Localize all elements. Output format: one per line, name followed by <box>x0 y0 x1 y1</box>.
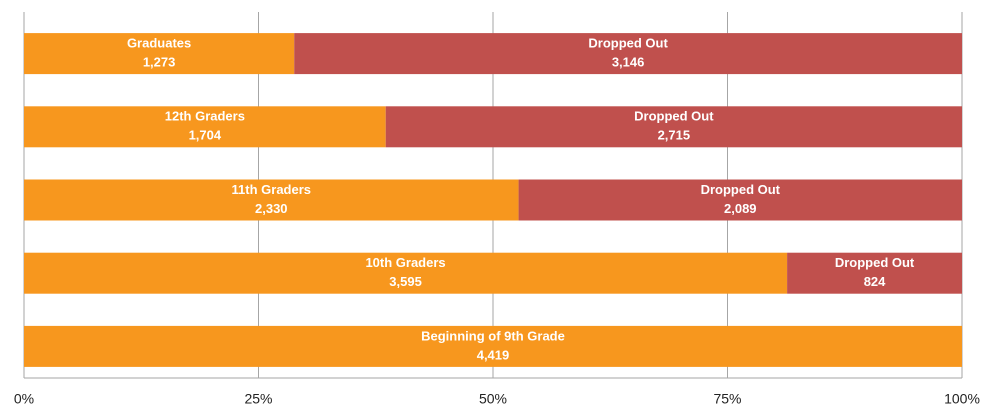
bar-segment <box>385 106 962 148</box>
bar-segment <box>24 106 386 148</box>
x-tick-label: 75% <box>713 391 741 407</box>
bar-segment <box>24 179 519 221</box>
segment-label: 11th Graders <box>232 182 312 197</box>
x-tick-label: 50% <box>479 391 507 407</box>
value-label: 4,419 <box>477 347 510 362</box>
value-label: 3,146 <box>612 55 645 70</box>
value-label: 3,595 <box>389 274 422 289</box>
segment-label: Dropped Out <box>701 182 781 197</box>
x-tick-label: 100% <box>944 391 980 407</box>
value-label: 2,715 <box>658 128 691 143</box>
segment-label: Beginning of 9th Grade <box>421 328 565 343</box>
bar-segment <box>294 33 962 75</box>
segment-label: 10th Graders <box>365 255 445 270</box>
bar-segment <box>518 179 962 221</box>
segment-label: Dropped Out <box>588 36 668 51</box>
x-tick-label: 0% <box>14 391 34 407</box>
value-label: 2,089 <box>724 201 757 216</box>
segment-label: 12th Graders <box>165 109 245 124</box>
segment-label: Dropped Out <box>634 109 714 124</box>
bar-segment <box>24 252 788 294</box>
segment-label: Dropped Out <box>835 255 915 270</box>
bar-segment <box>24 325 962 367</box>
value-label: 1,704 <box>189 128 222 143</box>
bar-segment <box>24 33 295 75</box>
value-label: 824 <box>864 274 886 289</box>
segment-label: Graduates <box>127 36 191 51</box>
x-tick-label: 25% <box>244 391 272 407</box>
value-label: 1,273 <box>143 55 176 70</box>
bar-segment <box>787 252 962 294</box>
value-label: 2,330 <box>255 201 288 216</box>
